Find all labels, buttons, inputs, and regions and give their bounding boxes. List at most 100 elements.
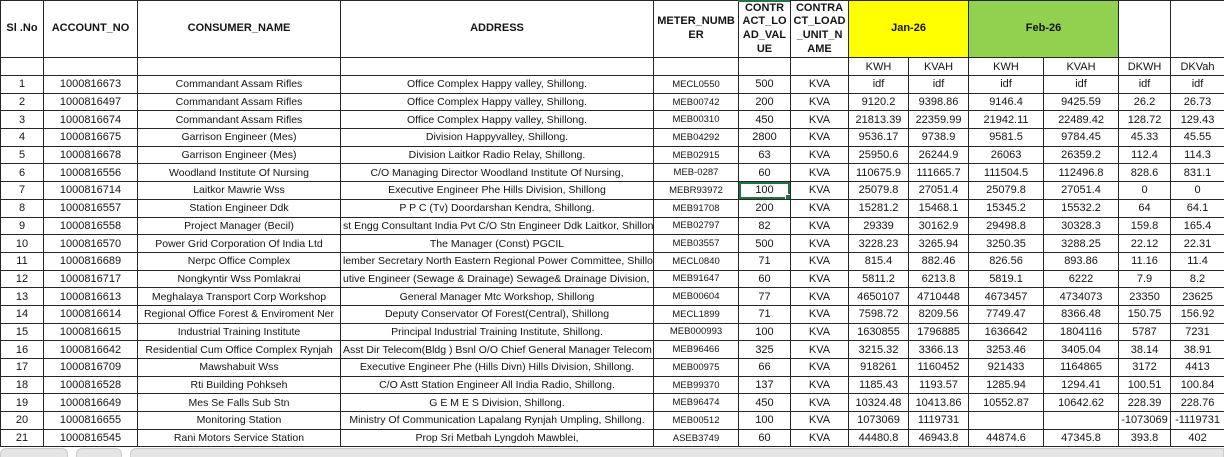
- sub-header-dkwh[interactable]: DKWH: [1118, 57, 1172, 76]
- cell-r4-c1[interactable]: 1000816675: [43, 128, 138, 147]
- cell-r4-c3[interactable]: Division Happyvalley, Shillong.: [340, 128, 654, 147]
- cell-r17-c10[interactable]: 1164865: [1043, 358, 1120, 377]
- empty-cell[interactable]: [340, 57, 654, 76]
- cell-r1-c4[interactable]: MECL0550: [653, 75, 739, 94]
- cell-r13-c12[interactable]: 23625: [1170, 287, 1224, 306]
- cell-r13-c8[interactable]: 4710448: [907, 287, 970, 306]
- horizontal-scrollbar-track[interactable]: [130, 448, 1224, 457]
- header-cell-meter-number[interactable]: METER_NUMBER: [653, 0, 739, 58]
- cell-r9-c10[interactable]: 30328.3: [1043, 216, 1120, 236]
- cell-r7-c1[interactable]: 1000816714: [43, 181, 138, 200]
- cell-r5-c0[interactable]: 5: [0, 145, 44, 165]
- cell-r2-c3[interactable]: Office Complex Happy valley, Shillong.: [340, 92, 654, 112]
- cell-r18-c10[interactable]: 1294.41: [1043, 375, 1120, 395]
- cell-r7-c4[interactable]: MEBR93972: [653, 181, 739, 200]
- cell-r1-c5[interactable]: 500: [738, 75, 791, 94]
- cell-r8-c2[interactable]: Station Engineer Ddk: [137, 198, 341, 218]
- cell-r2-c10[interactable]: 9425.59: [1043, 92, 1120, 112]
- cell-r13-c1[interactable]: 1000816613: [43, 287, 138, 306]
- cell-r9-c6[interactable]: KVA: [790, 216, 849, 236]
- cell-r15-c4[interactable]: MEB000993: [653, 322, 739, 342]
- cell-r3-c9[interactable]: 21942.11: [968, 110, 1045, 130]
- cell-r17-c8[interactable]: 1160452: [907, 358, 970, 377]
- cell-r4-c5[interactable]: 2800: [738, 128, 791, 147]
- cell-r3-c8[interactable]: 22359.99: [907, 110, 970, 130]
- cell-r11-c9[interactable]: 826.56: [968, 251, 1045, 271]
- cell-r5-c11[interactable]: 112.4: [1118, 145, 1172, 165]
- header-feb[interactable]: Feb-26: [968, 0, 1120, 58]
- cell-r18-c2[interactable]: Rti Building Pohkseh: [137, 375, 341, 395]
- cell-r21-c4[interactable]: ASEB3749: [653, 428, 739, 448]
- empty-cell[interactable]: [137, 57, 341, 76]
- cell-r1-c11[interactable]: idf: [1118, 75, 1172, 94]
- cell-r11-c7[interactable]: 815.4: [848, 251, 909, 271]
- cell-r15-c9[interactable]: 1636642: [968, 322, 1045, 342]
- cell-r8-c7[interactable]: 15281.2: [848, 198, 909, 218]
- cell-r16-c4[interactable]: MEB96466: [653, 340, 739, 359]
- cell-r4-c10[interactable]: 9784.45: [1043, 128, 1120, 147]
- cell-r14-c4[interactable]: MECL1899: [653, 304, 739, 324]
- cell-r5-c2[interactable]: Garrison Engineer (Mes): [137, 145, 341, 165]
- cell-r9-c3[interactable]: st Engg Consultant India Pvt C/O Stn Eng…: [340, 216, 654, 236]
- cell-r18-c9[interactable]: 1285.94: [968, 375, 1045, 395]
- sheet-tab-segment[interactable]: [76, 448, 122, 457]
- cell-r8-c6[interactable]: KVA: [790, 198, 849, 218]
- cell-r21-c12[interactable]: 402: [1170, 428, 1224, 448]
- cell-r10-c1[interactable]: 1000816570: [43, 234, 138, 253]
- empty-cell[interactable]: [653, 57, 739, 76]
- cell-r15-c10[interactable]: 1804116: [1043, 322, 1120, 342]
- cell-r21-c0[interactable]: 21: [0, 428, 44, 448]
- cell-r18-c0[interactable]: 18: [0, 375, 44, 395]
- cell-r10-c8[interactable]: 3265.94: [907, 234, 970, 253]
- cell-r5-c5[interactable]: 63: [738, 145, 791, 165]
- cell-r14-c3[interactable]: Deputy Conservator Of Forest(Central), S…: [340, 304, 654, 324]
- cell-r17-c5[interactable]: 66: [738, 358, 791, 377]
- cell-r9-c8[interactable]: 30162.9: [907, 216, 970, 236]
- sheet-nav-segment[interactable]: [0, 448, 68, 457]
- cell-r12-c5[interactable]: 60: [738, 269, 791, 289]
- cell-r5-c1[interactable]: 1000816678: [43, 145, 138, 165]
- cell-r15-c7[interactable]: 1630855: [848, 322, 909, 342]
- cell-r16-c3[interactable]: Asst Dir Telecom(Bldg ) Bsnl O/O Chief G…: [340, 340, 654, 359]
- cell-r13-c2[interactable]: Meghalaya Transport Corp Workshop: [137, 287, 341, 306]
- cell-r11-c2[interactable]: Nerpc Office Complex: [137, 251, 341, 271]
- empty-cell[interactable]: [0, 57, 44, 76]
- cell-r15-c1[interactable]: 1000816615: [43, 322, 138, 342]
- cell-r19-c10[interactable]: 10642.62: [1043, 393, 1120, 413]
- cell-r14-c9[interactable]: 7749.47: [968, 304, 1045, 324]
- cell-r13-c11[interactable]: 23350: [1118, 287, 1172, 306]
- cell-r3-c5[interactable]: 450: [738, 110, 791, 130]
- cell-r2-c2[interactable]: Commandant Assam Rifles: [137, 92, 341, 112]
- cell-r3-c7[interactable]: 21813.39: [848, 110, 909, 130]
- cell-r20-c3[interactable]: Ministry Of Communication Lapalang Rynja…: [340, 411, 654, 430]
- cell-r11-c11[interactable]: 11.16: [1118, 251, 1172, 271]
- cell-r16-c1[interactable]: 1000816642: [43, 340, 138, 359]
- cell-r5-c7[interactable]: 25950.6: [848, 145, 909, 165]
- cell-r15-c0[interactable]: 15: [0, 322, 44, 342]
- cell-r10-c12[interactable]: 22.31: [1170, 234, 1224, 253]
- cell-r4-c8[interactable]: 9738.9: [907, 128, 970, 147]
- cell-r13-c0[interactable]: 13: [0, 287, 44, 306]
- cell-r10-c0[interactable]: 10: [0, 234, 44, 253]
- cell-r21-c6[interactable]: KVA: [790, 428, 849, 448]
- cell-r2-c9[interactable]: 9146.4: [968, 92, 1045, 112]
- cell-r15-c8[interactable]: 1796885: [907, 322, 970, 342]
- cell-r9-c4[interactable]: MEB02797: [653, 216, 739, 236]
- cell-r11-c5[interactable]: 71: [738, 251, 791, 271]
- cell-r19-c1[interactable]: 1000816649: [43, 393, 138, 413]
- cell-r2-c7[interactable]: 9120.2: [848, 92, 909, 112]
- cell-r2-c0[interactable]: 2: [0, 92, 44, 112]
- cell-r8-c10[interactable]: 15532.2: [1043, 198, 1120, 218]
- header-cell-sl-no[interactable]: Sl .No: [0, 0, 44, 58]
- cell-r9-c5[interactable]: 82: [738, 216, 791, 236]
- cell-r6-c11[interactable]: 828.6: [1118, 163, 1172, 183]
- cell-r20-c9[interactable]: [968, 411, 1045, 430]
- sub-header-jan-kvah[interactable]: KVAH: [907, 57, 970, 76]
- cell-r19-c9[interactable]: 10552.87: [968, 393, 1045, 413]
- cell-r21-c11[interactable]: 393.8: [1118, 428, 1172, 448]
- cell-r19-c12[interactable]: 228.76: [1170, 393, 1224, 413]
- cell-r3-c10[interactable]: 22489.42: [1043, 110, 1120, 130]
- cell-r8-c4[interactable]: MEB91708: [653, 198, 739, 218]
- cell-r21-c5[interactable]: 60: [738, 428, 791, 448]
- cell-r11-c10[interactable]: 893.86: [1043, 251, 1120, 271]
